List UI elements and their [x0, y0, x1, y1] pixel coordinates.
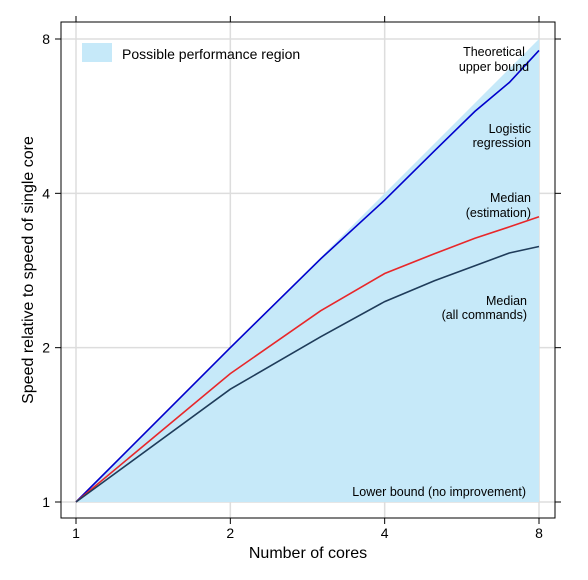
- y-tick-label: 2: [42, 340, 50, 356]
- legend-label: Possible performance region: [122, 46, 300, 62]
- annotation-median-all-line1: Median: [486, 294, 527, 308]
- annotation-median-estimation-line2: (estimation): [466, 206, 531, 220]
- plot-border: [60, 21, 556, 519]
- annotation-theoretical-line2: upper bound: [459, 60, 529, 74]
- series-line-2: [75, 245, 540, 503]
- annotation-theoretical-line1: Theoretical: [463, 45, 525, 59]
- x-tick-label: 1: [72, 525, 80, 541]
- x-tick-label: 8: [535, 525, 543, 541]
- annotations: Theoretical upper bound Logistic regress…: [352, 45, 531, 499]
- series-line-0: [75, 49, 540, 503]
- series-lines: [75, 49, 540, 503]
- annotation-lower-bound: Lower bound (no improvement): [352, 485, 526, 499]
- y-tick-label: 4: [42, 185, 50, 201]
- annotation-median-estimation-line1: Median: [490, 191, 531, 205]
- x-axis-title: Number of cores: [249, 545, 367, 562]
- x-tick-label: 4: [381, 525, 389, 541]
- y-tick-label: 8: [42, 31, 50, 47]
- legend: Possible performance region: [82, 43, 300, 62]
- annotation-logistic-line2: regression: [473, 136, 531, 150]
- series-line-1: [75, 216, 540, 503]
- y-axis-title: Speed relative to speed of single core: [20, 136, 37, 404]
- legend-swatch: [82, 43, 112, 62]
- x-tick-label: 2: [226, 525, 234, 541]
- y-tick-label: 1: [42, 494, 50, 510]
- annotation-median-all-line2: (all commands): [442, 308, 527, 322]
- annotation-logistic-line1: Logistic: [489, 122, 531, 136]
